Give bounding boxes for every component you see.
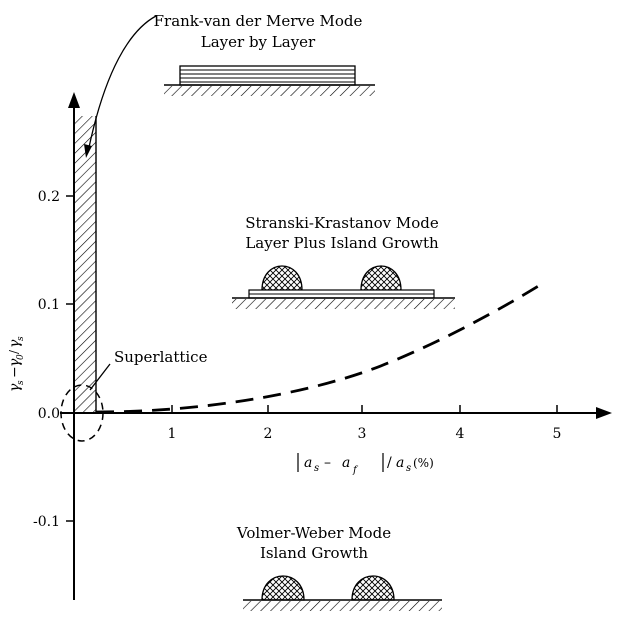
svg-text:γ: γ [7, 383, 23, 392]
svg-text:/: / [387, 455, 392, 471]
vw-subtitle: Island Growth [260, 544, 368, 562]
svg-text:(%): (%) [413, 456, 434, 470]
svg-text:a: a [342, 455, 350, 471]
island [351, 575, 395, 601]
x-tick-label: 5 [553, 426, 562, 442]
x-axis-arrow [596, 407, 612, 419]
svg-text:/: / [7, 349, 21, 354]
superlattice-pointer [89, 363, 111, 391]
y-tick-label: -0.1 [33, 514, 60, 530]
y-tick-label: 0.0 [38, 406, 60, 422]
vw-title: Volmer-Weber Mode [236, 524, 391, 542]
x-axis [60, 407, 612, 419]
x-axis-label: a s – a f / a s (%) [297, 453, 434, 476]
x-tick-label: 4 [456, 426, 465, 442]
sk-subtitle: Layer Plus Island Growth [245, 234, 439, 252]
svg-text:s: s [16, 380, 26, 385]
sk-title: Stranski-Krastanov Mode [245, 214, 439, 232]
hatched-band [74, 116, 96, 413]
island [261, 265, 303, 291]
layer-by-layer-illustration [164, 65, 375, 96]
svg-text:s: s [314, 463, 319, 474]
fvdm-pointer [87, 15, 157, 153]
x-tick-label: 2 [264, 426, 273, 442]
svg-text:0: 0 [16, 354, 26, 360]
fvdm-pointer-arrowhead [84, 144, 92, 158]
x-tick-label: 1 [168, 426, 177, 442]
y-axis-label: γ s − γ 0 / γ s [7, 336, 26, 392]
fvdm-subtitle: Layer by Layer [201, 33, 316, 51]
island-growth-illustration [243, 575, 442, 611]
y-tick-marks [66, 195, 74, 522]
svg-text:f: f [352, 465, 359, 476]
svg-text:γ: γ [7, 339, 23, 348]
y-tick-label: 0.2 [38, 189, 60, 205]
svg-text:−: − [7, 366, 23, 378]
svg-text:a: a [304, 455, 312, 471]
y-tick-label: 0.1 [38, 297, 60, 313]
island [261, 575, 305, 601]
svg-text:γ: γ [7, 358, 23, 367]
y-axis-arrow [68, 92, 80, 108]
x-tick-label: 3 [358, 426, 367, 442]
svg-text:–: – [324, 455, 331, 471]
x-tick-marks [171, 405, 558, 413]
svg-text:a: a [396, 455, 404, 471]
superlattice-label: Superlattice [114, 348, 208, 366]
layer-plus-island-illustration [232, 265, 455, 309]
svg-text:s: s [16, 336, 26, 341]
fvdm-title: Frank-van der Merve Mode [154, 12, 363, 30]
island [360, 265, 402, 291]
boundary-curve [95, 280, 546, 414]
svg-text:s: s [406, 463, 411, 474]
